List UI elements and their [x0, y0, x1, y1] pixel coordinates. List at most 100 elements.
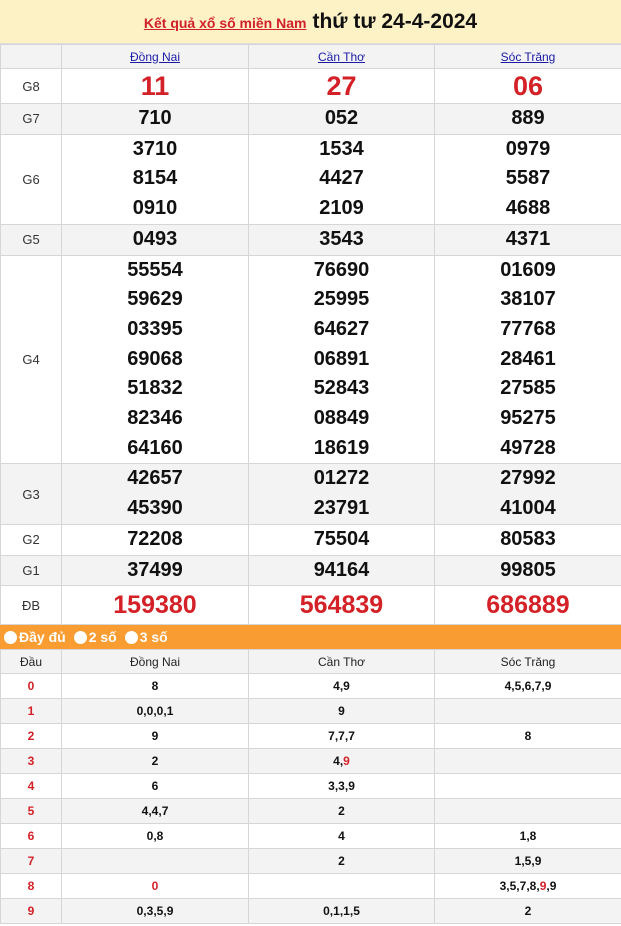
- separator: ,: [526, 879, 530, 894]
- separator: ,: [344, 729, 349, 744]
- separator: ,: [143, 704, 147, 719]
- prize-number: 8154: [132, 167, 178, 190]
- loto-head-digit: 0: [0, 673, 62, 700]
- loto-head-digit: 4: [0, 773, 62, 800]
- prize-number: 18619: [313, 436, 370, 459]
- loto-digit: 3: [146, 904, 154, 919]
- prize-number: 64627: [313, 317, 370, 340]
- prize-cell: 01272 23791: [248, 463, 435, 525]
- loto-cell: 1,5,9: [434, 848, 621, 875]
- prize-row: G6 3710 8154 0910 1534 4427 2109 0979 5587 4688: [0, 133, 621, 225]
- prize-number: 4427: [319, 167, 364, 190]
- prize-number: 11: [140, 71, 170, 101]
- loto-digit: 8: [151, 679, 159, 694]
- prize-number: 82346: [127, 407, 183, 430]
- loto-digit: 8: [524, 729, 532, 744]
- separator: ,: [521, 854, 525, 869]
- option-full[interactable]: Đầy đủ: [4, 629, 66, 645]
- separator: ,: [516, 879, 520, 894]
- prize-number: 51832: [127, 377, 183, 400]
- loto-digit: 3: [338, 779, 345, 794]
- loto-cell: 7,7,7: [248, 723, 435, 750]
- option-3-digits[interactable]: 3 số: [124, 629, 168, 646]
- loto-cell: 2: [248, 798, 435, 825]
- prize-cell: 27: [248, 68, 435, 104]
- separator: ,: [334, 779, 339, 794]
- loto-digit: 5: [509, 879, 517, 894]
- loto-cell: 0: [61, 873, 249, 900]
- prize-number: 41004: [500, 497, 556, 520]
- separator: ,: [334, 729, 339, 744]
- prize-label: G4: [0, 254, 62, 465]
- prize-row: G2 72208 75504 80583: [0, 523, 621, 556]
- loto-digit: 7: [348, 729, 355, 744]
- radio-icon[interactable]: [4, 630, 17, 644]
- loto-head-digit: 5: [0, 798, 62, 825]
- prize-cell: 01609 38107 77768 28461 27585 95275 49728: [434, 254, 621, 465]
- option-label: 3 số: [139, 629, 168, 646]
- prize-number: 0493: [132, 227, 178, 250]
- loto-cell: [248, 873, 435, 900]
- separator: ,: [526, 829, 530, 844]
- loto-digit: 9: [348, 779, 355, 794]
- option-2-digits[interactable]: 2 số: [73, 629, 117, 645]
- loto-digit: 4: [504, 679, 512, 694]
- prize-number: 28461: [500, 347, 556, 370]
- prize-cell: 3543: [248, 223, 435, 256]
- prize-number: 99805: [500, 558, 556, 581]
- prize-number: 64160: [127, 436, 183, 459]
- prize-number: 76690: [313, 258, 370, 281]
- separator: ,: [153, 904, 157, 919]
- loto-row: 8 0 3,5,7,8,9,9: [0, 873, 621, 900]
- province-link[interactable]: Đồng Nai: [129, 49, 181, 64]
- prize-number: 0979: [505, 137, 551, 160]
- loto-digit: 0: [156, 704, 164, 719]
- radio-icon[interactable]: [73, 630, 87, 644]
- prize-number: 889: [511, 107, 545, 129]
- loto-digit: 3: [499, 879, 507, 894]
- loto-cell: 3,3,9: [248, 773, 435, 800]
- prize-number: 5587: [505, 167, 551, 190]
- page-title: Kết quả xổ số miền Nam thứ tư 24-4-2024: [0, 0, 621, 44]
- separator: ,: [339, 904, 344, 919]
- prize-number: 01609: [500, 258, 556, 281]
- loto-cell: 2: [61, 748, 249, 775]
- loto-digit: 5: [353, 904, 360, 919]
- loto-digit: 2: [338, 804, 345, 819]
- loto-cell: 8: [434, 723, 621, 750]
- prize-number: 72208: [127, 527, 183, 550]
- separator: ,: [163, 704, 167, 719]
- loto-digit: 5: [514, 679, 522, 694]
- loto-cell: 0,3,5,9: [61, 898, 249, 925]
- prize-cell: 72208: [61, 523, 249, 556]
- loto-row: 0 8 4,9 4,5,6,7,9: [0, 673, 621, 700]
- loto-row: 3 2 4,9: [0, 748, 621, 775]
- separator: ,: [339, 754, 344, 769]
- loto-digit: 2: [524, 904, 532, 919]
- province-link[interactable]: Sóc Trăng: [500, 49, 556, 64]
- loto-cell: [434, 798, 621, 825]
- prize-cell: 75504: [248, 523, 435, 556]
- loto-digit: 7: [338, 729, 345, 744]
- prize-number: 27992: [500, 467, 556, 490]
- prize-cell: 564839: [248, 585, 435, 626]
- loto-head-digit: 8: [0, 873, 62, 900]
- prize-cell: 27992 41004: [434, 463, 621, 525]
- loto-digit: 9: [544, 679, 552, 694]
- loto-digit: 0: [146, 704, 154, 719]
- results-link[interactable]: Kết quả xổ số miền Nam: [143, 15, 307, 31]
- prize-number: 95275: [500, 407, 556, 430]
- loto-cell: 6: [61, 773, 249, 800]
- radio-icon[interactable]: [124, 630, 138, 644]
- loto-digit: 6: [151, 779, 159, 794]
- province-link[interactable]: Cần Thơ: [317, 49, 365, 64]
- loto-head-digit: 3: [0, 748, 62, 775]
- loto-digit: 7: [161, 804, 169, 819]
- prize-number: 77768: [500, 317, 556, 340]
- prize-number: 27585: [500, 377, 556, 400]
- prize-cell: 159380: [61, 585, 249, 626]
- separator: ,: [148, 804, 152, 819]
- loto-column: Cần Thơ: [248, 649, 435, 675]
- loto-cell: 4,9: [248, 673, 435, 700]
- prize-cell: 686889: [434, 585, 621, 626]
